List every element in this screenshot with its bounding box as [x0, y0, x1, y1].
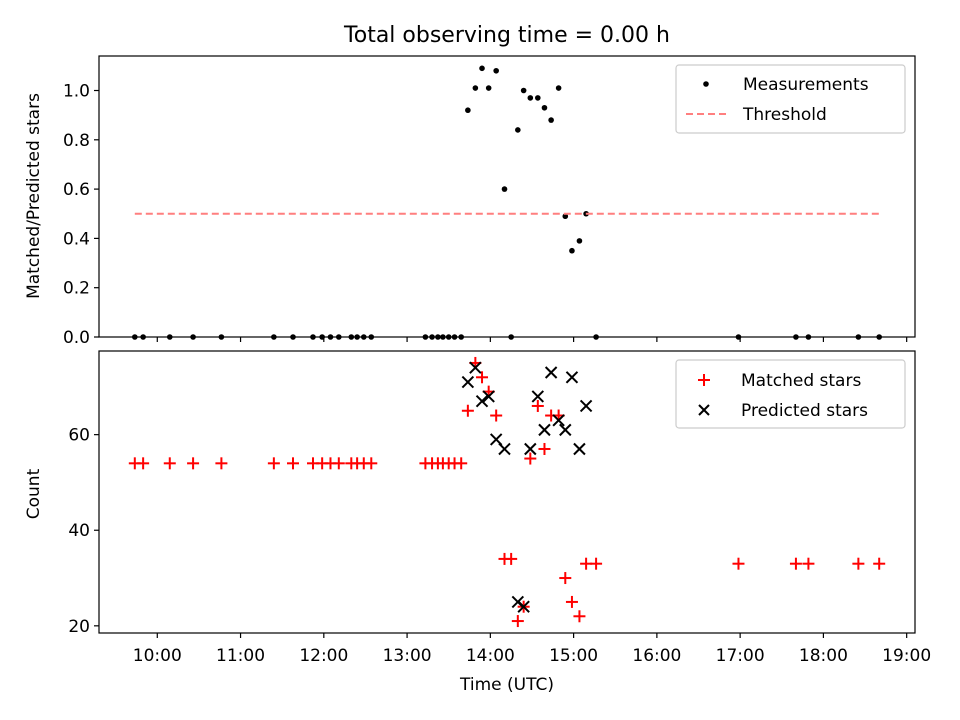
chart-title: Total observing time = 0.00 h: [343, 23, 670, 48]
matched-stars-point: [538, 442, 551, 455]
matched-stars-point: [137, 457, 150, 470]
x-axis-label: Time (UTC): [459, 675, 554, 695]
matched-stars-point: [531, 399, 544, 412]
legend-measurements-marker: [703, 81, 709, 87]
predicted-stars-point: [559, 423, 572, 437]
matched-stars-point: [163, 457, 176, 470]
predicted-stars-point: [524, 442, 537, 456]
top-legend: Measurements Threshold: [675, 64, 906, 134]
predicted-stars-point: [565, 371, 579, 384]
predicted-stars-point: [475, 394, 489, 408]
predicted-stars-point: [531, 390, 545, 403]
bottom-legend-box: [675, 359, 906, 429]
measurement-point: [485, 85, 492, 91]
top-panel: Total observing time = 0.00 h Matched/Pr…: [24, 23, 916, 348]
y-tick-label: 0.6: [63, 180, 90, 200]
y-tick-label: 0.2: [63, 279, 90, 299]
bottom-plot-area: [128, 356, 886, 628]
y-tick-label: 1.0: [63, 82, 90, 102]
matched-stars-point: [267, 457, 280, 470]
y-tick-label: 0.0: [63, 328, 90, 348]
bottom-y-axis-label: Count: [24, 468, 44, 519]
y-tick-label: 0.4: [63, 229, 90, 249]
matched-stars-point: [590, 557, 603, 570]
measurement-point: [555, 85, 562, 91]
measurement-point: [535, 95, 541, 101]
bottom-legend: Matched stars Predicted stars: [675, 359, 906, 429]
bottom-axis-ticks: 20 40 60 10:00 11:00 12:00 13:00 14:00 15:00 16:0…: [68, 426, 931, 666]
x-tick-label: 11:00: [216, 646, 265, 666]
matched-stars-point: [873, 557, 886, 570]
matched-stars-point: [573, 610, 586, 623]
matched-stars-point: [287, 457, 300, 470]
y-tick-label: 60: [68, 426, 90, 446]
x-tick-label: 12:00: [299, 646, 348, 666]
x-tick-label: 16:00: [632, 646, 681, 666]
legend-matched-marker: [698, 374, 710, 386]
predicted-stars-point: [517, 600, 530, 613]
legend-predicted-marker: [698, 404, 710, 416]
matched-stars-point: [732, 557, 745, 570]
x-tick-label: 15:00: [549, 646, 598, 666]
y-tick-label: 20: [68, 617, 90, 637]
x-tick-label: 10:00: [133, 646, 182, 666]
bottom-axes-frame: [98, 350, 916, 634]
measurement-point: [576, 238, 583, 244]
matched-stars-point: [365, 457, 378, 470]
legend-measurements-label: Measurements: [743, 75, 869, 95]
predicted-stars-point: [538, 423, 551, 437]
predicted-stars-point: [461, 375, 475, 389]
measurement-point: [541, 104, 548, 111]
top-legend-box: [675, 64, 906, 134]
legend-matched-label: Matched stars: [741, 371, 861, 391]
measurement-point: [501, 186, 508, 192]
y-tick-label: 0.8: [63, 131, 90, 151]
legend-predicted-label: Predicted stars: [741, 401, 868, 421]
matched-stars-point: [332, 457, 345, 470]
predicted-stars-point: [482, 390, 495, 403]
matched-stars-point: [802, 557, 815, 570]
matched-stars-point: [455, 457, 468, 470]
matched-stars-point: [511, 615, 524, 628]
measurement-point: [527, 95, 534, 101]
top-axes-frame: [98, 55, 916, 338]
y-tick-label: 40: [68, 521, 90, 541]
measurement-point: [515, 127, 521, 133]
x-tick-label: 13:00: [383, 646, 432, 666]
matched-stars-point: [490, 409, 503, 422]
matched-stars-point: [852, 557, 865, 570]
x-tick-label: 14:00: [466, 646, 515, 666]
predicted-stars-point: [544, 366, 558, 379]
matched-stars-point: [524, 452, 537, 465]
x-tick-label: 17:00: [716, 646, 765, 666]
measurement-point: [465, 107, 471, 114]
measurement-point: [548, 117, 554, 123]
matched-stars-point: [461, 404, 474, 417]
top-y-axis-label: Matched/Predicted stars: [24, 93, 44, 299]
matched-stars-point: [505, 552, 518, 565]
predicted-stars-point: [552, 414, 565, 427]
measurement-point: [493, 67, 499, 74]
predicted-stars-point: [469, 361, 482, 374]
matched-stars-point: [559, 572, 572, 585]
bottom-panel: Count Time (UTC) 20 40 60 10:00 11:00 12:00 13…: [24, 350, 931, 695]
legend-threshold-label: Threshold: [742, 105, 827, 125]
measurement-point: [520, 87, 527, 94]
matched-stars-point: [187, 457, 200, 470]
measurement-point: [472, 85, 479, 91]
measurement-point: [562, 213, 569, 220]
top-axis-ticks: 0.0 0.2 0.4 0.6 0.8 1.0: [63, 82, 908, 348]
measurement-point: [569, 247, 575, 254]
x-tick-label: 18:00: [799, 646, 848, 666]
predicted-stars-point: [498, 442, 511, 456]
predicted-stars-point: [579, 399, 593, 413]
predicted-stars-point: [573, 442, 586, 456]
x-tick-label: 19:00: [882, 646, 931, 666]
matched-stars-point: [215, 457, 228, 470]
matched-stars-point: [789, 557, 802, 570]
measurement-point: [479, 65, 485, 72]
matched-stars-point: [565, 595, 578, 608]
matched-stars-point: [476, 371, 489, 384]
